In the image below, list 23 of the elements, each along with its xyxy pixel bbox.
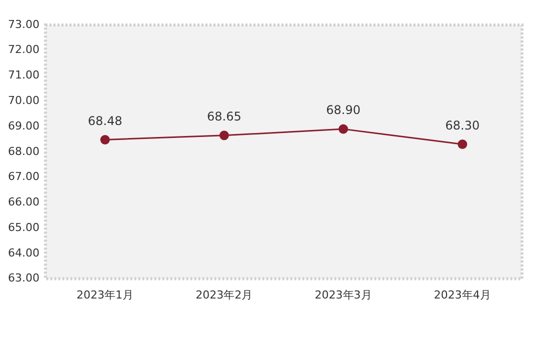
y-tick-label: 69.00 [8, 119, 40, 132]
y-tick-label: 72.00 [8, 43, 40, 56]
data-label: 68.48 [88, 114, 122, 128]
point [219, 130, 229, 140]
point [100, 134, 110, 144]
x-tick-label: 2023年3月 [314, 288, 372, 302]
y-tick-label: 63.00 [8, 272, 40, 285]
y-tick-label: 70.00 [8, 94, 40, 107]
point [458, 140, 468, 150]
data-label: 68.90 [326, 103, 360, 118]
point [338, 124, 348, 134]
data-label: 68.30 [445, 118, 480, 132]
y-tick-label: 66.00 [8, 196, 40, 209]
y-tick-label: 64.00 [8, 246, 40, 260]
y-tick-label: 67.00 [8, 170, 40, 184]
data-label: 68.65 [207, 110, 242, 124]
y-tick-label: 73.00 [8, 18, 40, 31]
y-tick-label: 68.00 [8, 144, 40, 158]
y-tick-label: 71.00 [8, 68, 40, 82]
y-tick-label: 65.00 [8, 220, 40, 234]
x-tick-label: 2023年1月 [76, 288, 134, 302]
x-tick-label: 2023年2月 [196, 288, 253, 302]
x-tick-label: 2023年4月 [434, 288, 491, 302]
